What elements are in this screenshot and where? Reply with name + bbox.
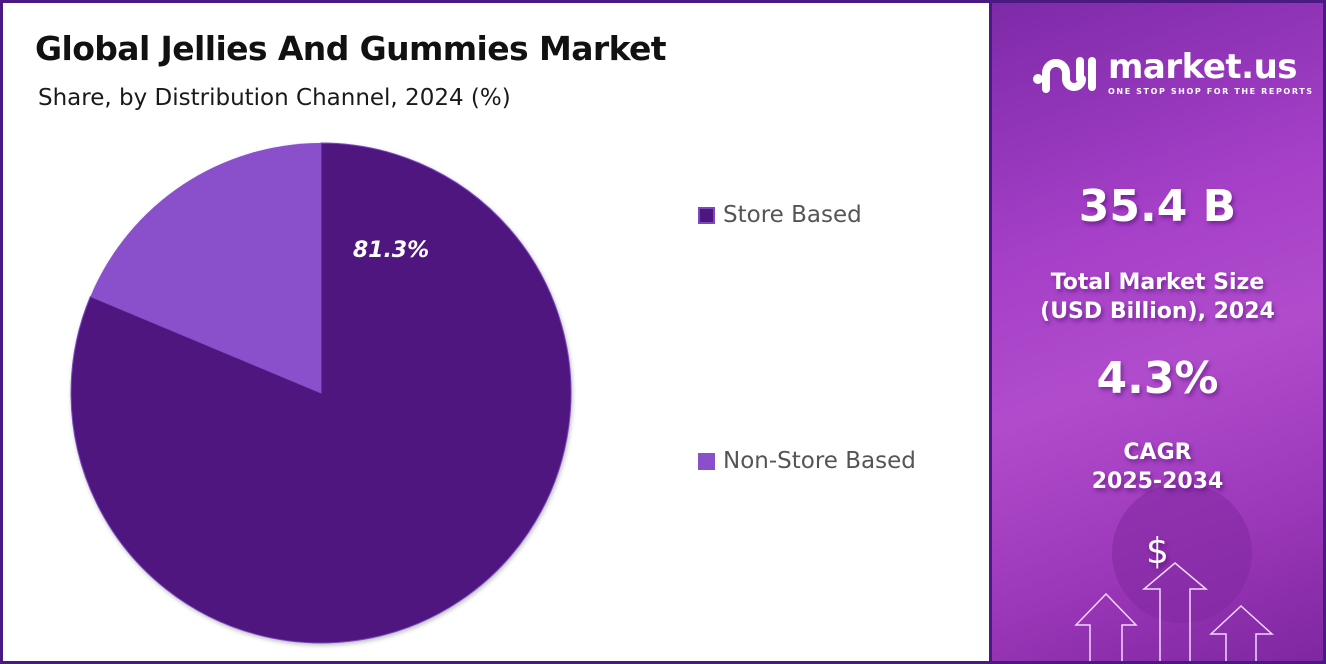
dollar-icon: $ — [1146, 531, 1169, 572]
growth-arrows-icon — [1074, 562, 1274, 661]
market-us-logo-icon — [1033, 57, 1096, 93]
pie-chart: 81.3% — [70, 142, 572, 644]
stats-sidebar: market.us ONE STOP SHOP FOR THE REPORTS … — [989, 3, 1323, 661]
legend-swatch-icon — [698, 452, 715, 470]
background-decoration — [1112, 483, 1252, 623]
market-size-label-line2: (USD Billion), 2024 — [1040, 299, 1275, 324]
cagr-label-line1: CAGR — [1123, 440, 1192, 465]
cagr-value: 4.3% — [1096, 353, 1219, 404]
legend-label: Non-Store Based — [723, 448, 916, 474]
legend-label: Store Based — [723, 202, 862, 228]
chart-panel: Global Jellies And Gummies Market Share,… — [3, 3, 989, 661]
legend-swatch-icon — [698, 206, 715, 224]
cagr-label-line2: 2025-2034 — [1091, 469, 1224, 494]
chart-title: Global Jellies And Gummies Market — [35, 29, 667, 68]
market-size-value: 35.4 B — [1078, 181, 1237, 232]
legend-item-non-store-based[interactable]: Non-Store Based — [698, 448, 916, 474]
brand-name: market.us — [1108, 47, 1298, 87]
brand-tagline: ONE STOP SHOP FOR THE REPORTS — [1108, 87, 1314, 96]
pie-slice-store-based[interactable] — [70, 142, 572, 644]
brand-logo[interactable]: market.us ONE STOP SHOP FOR THE REPORTS — [1032, 49, 1314, 97]
slice-value-label: 81.3% — [353, 238, 429, 263]
legend-item-store-based[interactable]: Store Based — [698, 202, 862, 228]
pie-slice-non-store-based[interactable] — [90, 143, 322, 393]
market-size-label-line1: Total Market Size — [1050, 270, 1265, 295]
chart-subtitle: Share, by Distribution Channel, 2024 (%) — [38, 85, 511, 111]
